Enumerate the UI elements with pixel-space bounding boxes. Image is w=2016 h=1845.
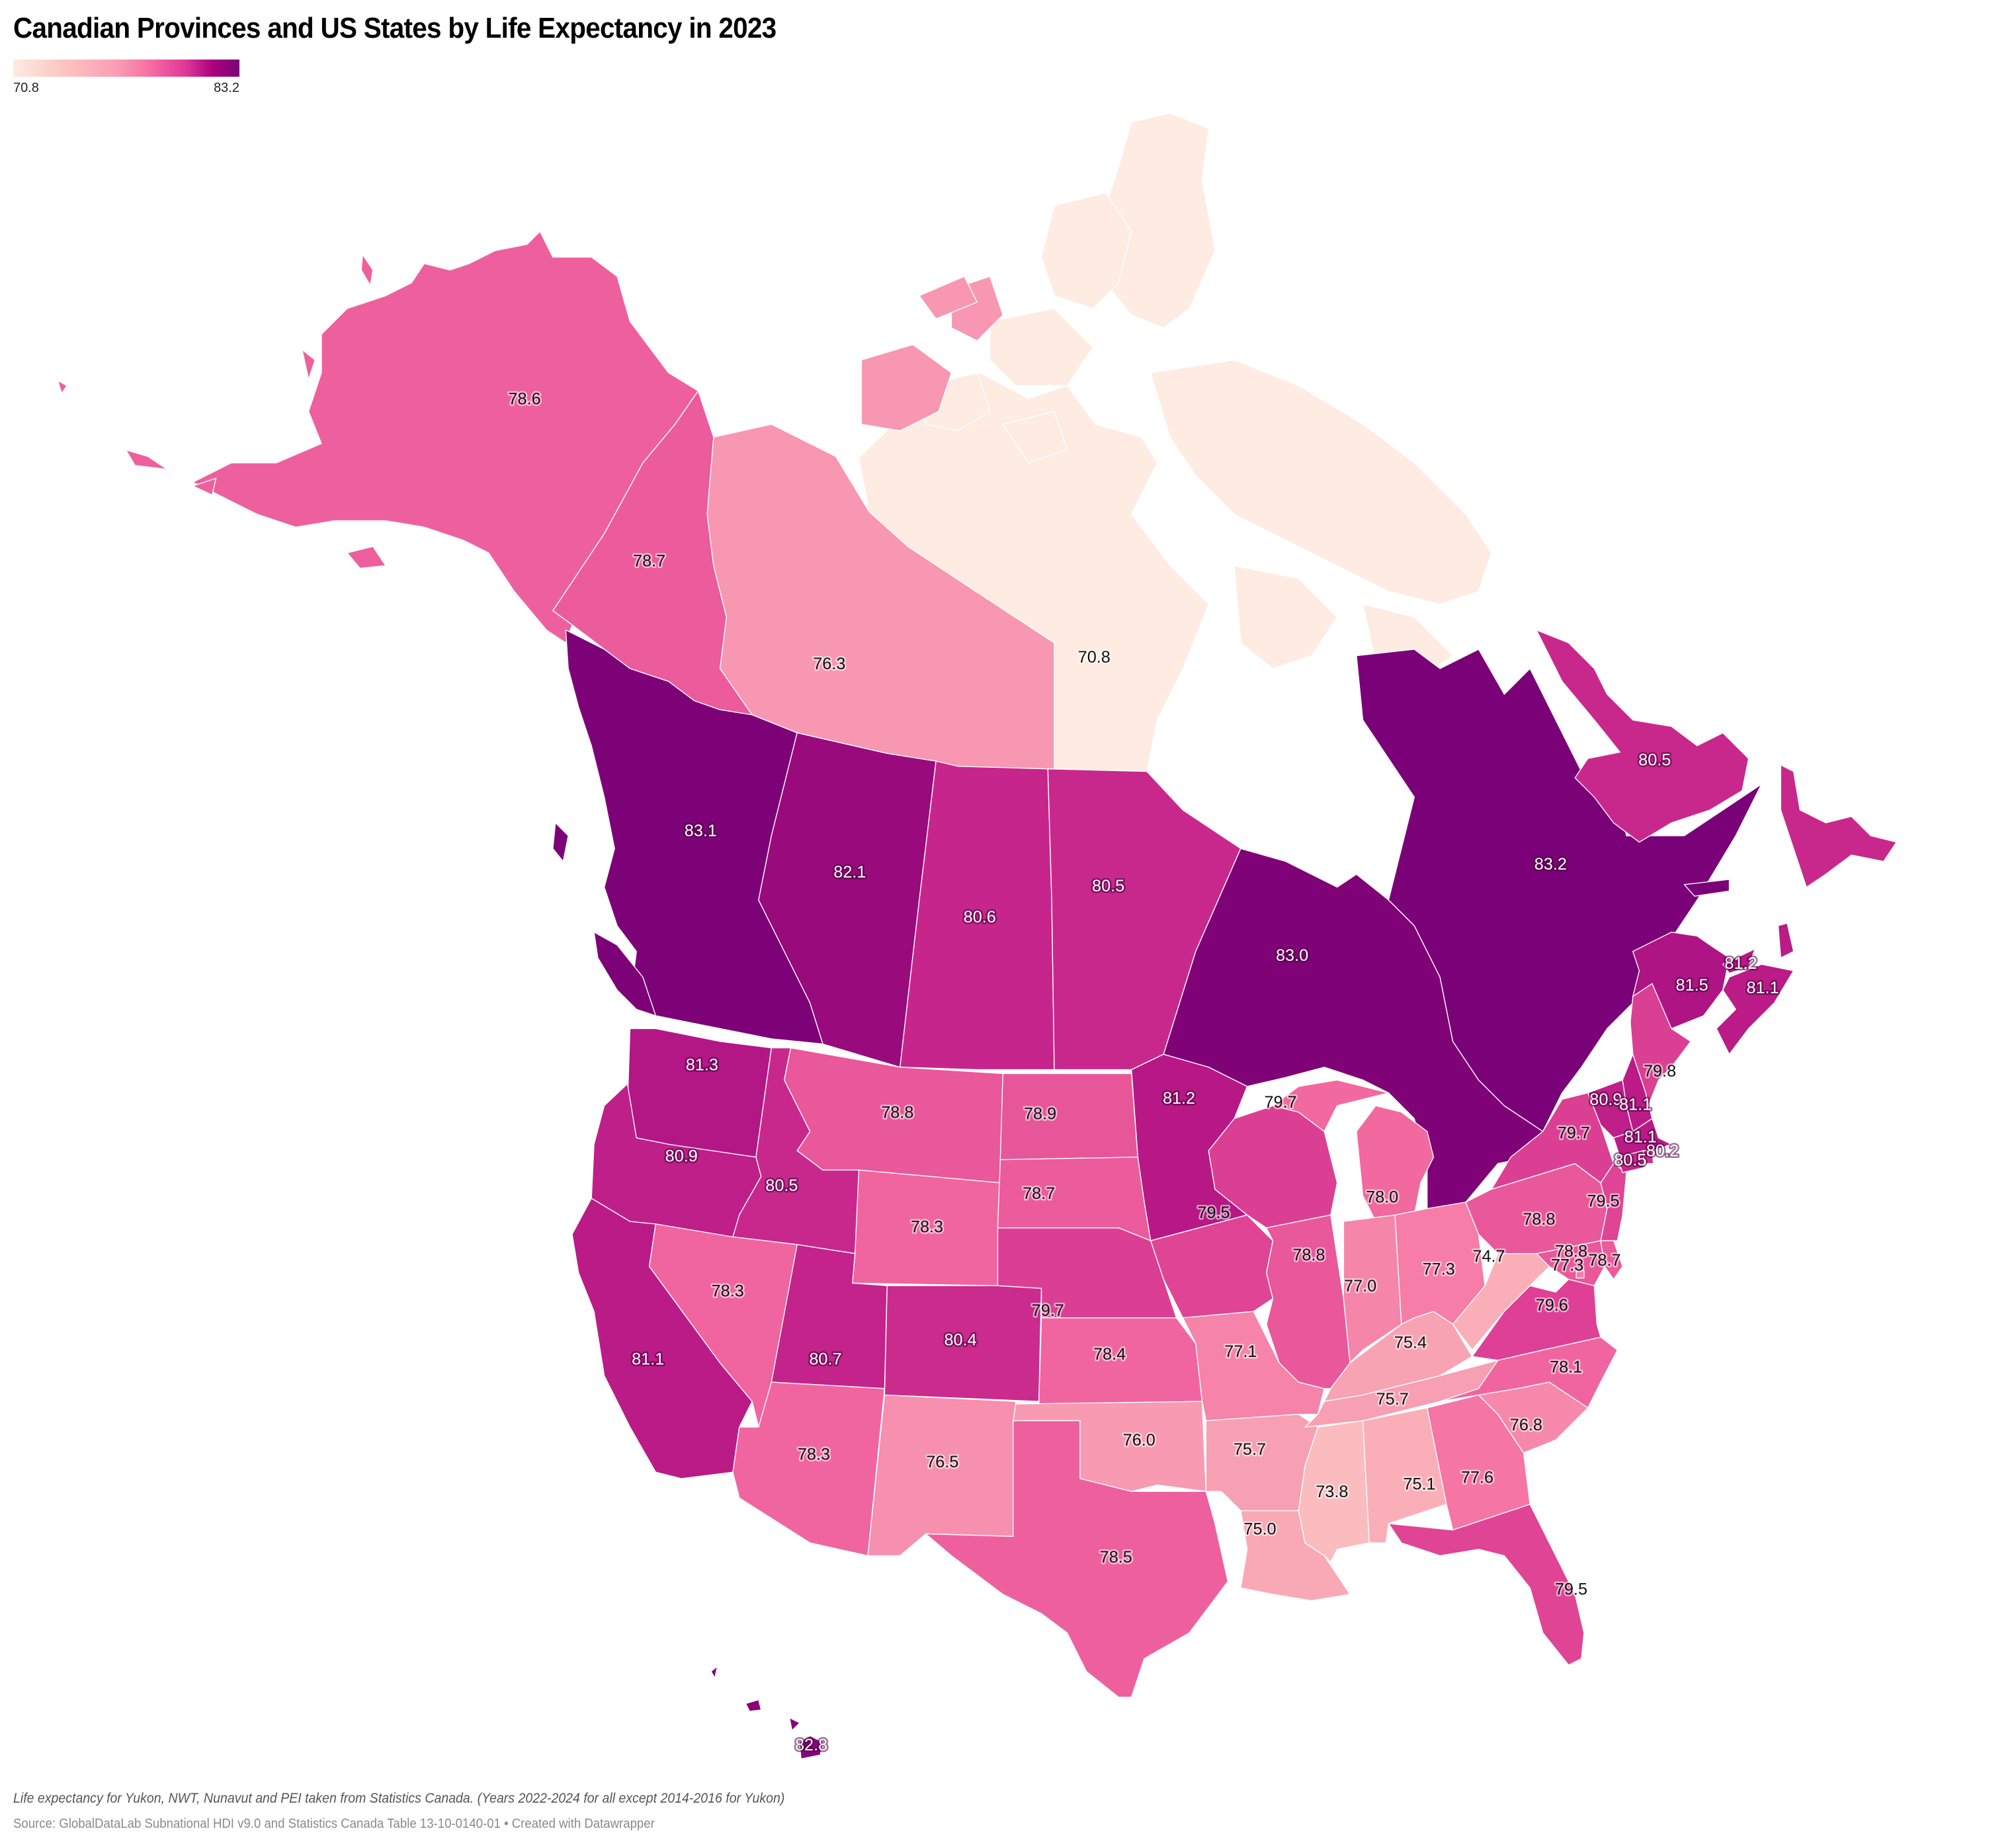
label-al: 75.1	[1403, 1475, 1435, 1493]
label-ut: 80.7	[809, 1350, 841, 1369]
region-colorado[interactable]	[884, 1285, 1042, 1402]
region-new-mexico[interactable]	[867, 1394, 1017, 1557]
label-la: 75.0	[1243, 1520, 1276, 1538]
label-nu: 70.8	[1078, 648, 1111, 667]
region-washington[interactable]	[626, 1028, 773, 1158]
label-sc: 76.8	[1510, 1416, 1542, 1434]
color-legend: 70.8 83.2	[13, 60, 239, 96]
label-yt: 78.7	[633, 552, 665, 570]
region-florida[interactable]	[1388, 1504, 1585, 1666]
label-qc: 83.2	[1534, 855, 1567, 874]
map-labels: 78.6 78.7 76.3 70.8 83.1 82.1 80.6 80.5 …	[507, 388, 1781, 1756]
region-mississippi[interactable]	[1298, 1420, 1370, 1563]
label-wy: 78.3	[911, 1217, 943, 1236]
label-wi: 79.7	[1265, 1093, 1297, 1112]
region-illinois[interactable]	[1266, 1214, 1351, 1389]
label-ia: 79.5	[1197, 1204, 1230, 1222]
label-or: 80.9	[665, 1147, 698, 1165]
region-michigan[interactable]	[1272, 1079, 1435, 1222]
legend-gradient-bar	[13, 60, 239, 77]
footer-note: Life expectancy for Yukon, NWT, Nunavut …	[13, 1791, 785, 1806]
region-newfoundland-labrador[interactable]	[1536, 630, 1897, 888]
label-sk: 80.6	[964, 908, 996, 926]
region-wyoming[interactable]	[852, 1169, 1001, 1286]
region-new-jersey[interactable]	[1600, 1163, 1627, 1241]
label-me: 79.8	[1644, 1062, 1676, 1081]
region-maine[interactable]	[1630, 983, 1691, 1106]
label-mn: 81.2	[1163, 1089, 1195, 1108]
legend-max-label: 83.2	[214, 81, 239, 95]
label-nm: 76.5	[926, 1453, 958, 1471]
label-de: 78.7	[1588, 1251, 1620, 1270]
label-nv: 78.3	[712, 1282, 744, 1301]
label-ab: 82.1	[833, 863, 866, 882]
region-montana[interactable]	[784, 1047, 1003, 1184]
label-mi: 78.0	[1366, 1188, 1398, 1207]
label-hi: 82.8	[795, 1736, 827, 1754]
legend-min-label: 70.8	[13, 81, 39, 95]
region-texas[interactable]	[925, 1420, 1229, 1698]
label-pe: 81.2	[1724, 954, 1757, 973]
region-northwest-territories[interactable]	[706, 276, 1055, 772]
label-pa: 78.8	[1523, 1210, 1555, 1229]
region-alaska[interactable]	[57, 231, 699, 643]
label-wa: 81.3	[686, 1055, 718, 1074]
label-ma: 81.1	[1624, 1128, 1657, 1146]
label-ca: 81.1	[632, 1350, 664, 1369]
label-ri: 80.2	[1646, 1142, 1679, 1161]
label-ky: 75.4	[1394, 1333, 1427, 1352]
label-sd: 78.7	[1023, 1184, 1055, 1203]
label-ks: 78.4	[1093, 1345, 1126, 1364]
label-ok: 76.0	[1123, 1431, 1155, 1450]
label-ga: 77.6	[1461, 1469, 1493, 1487]
label-mo: 77.1	[1224, 1342, 1257, 1361]
region-north-dakota[interactable]	[999, 1073, 1139, 1161]
label-wv: 74.7	[1472, 1247, 1505, 1266]
label-on: 83.0	[1276, 946, 1308, 965]
footer-source: Source: GlobalDataLab Subnational HDI v9…	[13, 1817, 655, 1831]
label-va: 79.6	[1536, 1296, 1568, 1315]
label-ny: 79.7	[1558, 1124, 1590, 1142]
label-oh: 77.3	[1423, 1260, 1455, 1279]
label-dc: 77.3	[1551, 1256, 1583, 1275]
label-tn: 75.7	[1376, 1390, 1409, 1409]
label-vt: 80.9	[1589, 1090, 1622, 1109]
label-nd: 78.9	[1024, 1104, 1056, 1123]
label-in: 77.0	[1344, 1277, 1376, 1295]
label-ne: 79.7	[1032, 1301, 1064, 1320]
region-north-carolina[interactable]	[1439, 1336, 1618, 1409]
label-nt: 76.3	[813, 655, 845, 673]
label-ct: 80.5	[1614, 1151, 1646, 1169]
chart-title: Canadian Provinces and US States by Life…	[13, 12, 777, 44]
label-nc: 78.1	[1550, 1358, 1582, 1376]
label-id: 80.5	[765, 1176, 798, 1195]
region-british-columbia[interactable]	[552, 630, 823, 1045]
label-ak: 78.6	[509, 390, 541, 408]
label-az: 78.3	[798, 1446, 830, 1464]
region-connecticut[interactable]	[1617, 1150, 1645, 1173]
label-nj: 79.5	[1587, 1192, 1619, 1211]
label-mb: 80.5	[1092, 877, 1124, 895]
label-md: 78.8	[1555, 1242, 1587, 1260]
region-wisconsin[interactable]	[1208, 1105, 1338, 1229]
region-alberta[interactable]	[758, 732, 937, 1068]
region-hawaii[interactable]	[710, 1666, 823, 1760]
label-tx: 78.5	[1100, 1548, 1132, 1567]
label-co: 80.4	[944, 1331, 976, 1350]
region-prince-edward-island[interactable]	[1722, 948, 1756, 974]
label-nh: 81.1	[1619, 1096, 1652, 1114]
label-ns: 81.1	[1746, 979, 1779, 997]
region-nunavut[interactable]	[858, 112, 1492, 926]
label-nl: 80.5	[1638, 751, 1671, 770]
region-nova-scotia[interactable]	[1716, 922, 1794, 1055]
region-dc[interactable]	[1575, 1270, 1585, 1279]
label-ms: 73.8	[1316, 1483, 1348, 1501]
label-nb: 81.5	[1676, 976, 1708, 995]
label-il: 78.8	[1292, 1246, 1325, 1264]
label-bc: 83.1	[685, 822, 717, 840]
label-fl: 79.5	[1555, 1580, 1587, 1599]
label-mt: 78.8	[881, 1103, 913, 1122]
label-ar: 75.7	[1234, 1440, 1266, 1459]
